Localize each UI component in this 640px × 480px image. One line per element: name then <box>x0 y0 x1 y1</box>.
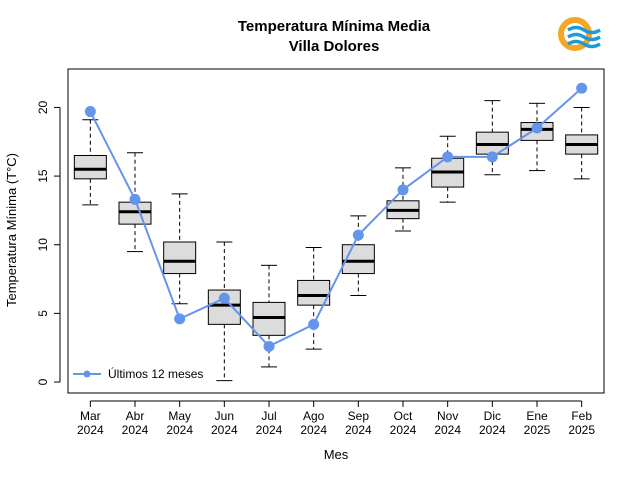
chart-title: Temperatura Mínima Media <box>238 18 431 35</box>
y-tick-label: 10 <box>36 238 50 252</box>
series-point <box>352 229 364 241</box>
x-tick-label-month: Dic <box>484 409 501 423</box>
x-axis-label: Mes <box>324 447 349 462</box>
x-tick-label-year: 2024 <box>77 423 104 437</box>
x-tick-label-year: 2024 <box>479 423 506 437</box>
series-point <box>397 184 409 196</box>
box-iqr <box>341 244 375 275</box>
x-tick-label-month: Feb <box>571 409 592 423</box>
chart-subtitle: Villa Dolores <box>289 38 380 55</box>
plot-frame <box>67 68 605 394</box>
x-tick-label-year: 2024 <box>166 423 193 437</box>
series-point <box>486 151 498 163</box>
x-tick-label-month: Ago <box>303 409 325 423</box>
series-point <box>218 292 230 304</box>
x-tick-label-year: 2024 <box>345 423 372 437</box>
x-tick-label-year: 2025 <box>524 423 551 437</box>
x-tick-label-month: Ene <box>526 409 548 423</box>
x-tick-label-month: Jul <box>261 409 276 423</box>
logo-wave-2 <box>567 32 601 42</box>
x-tick-label-month: Jun <box>215 409 234 423</box>
x-tick-label-month: Mar <box>80 409 101 423</box>
legend: Últimos 12 meses <box>73 366 203 381</box>
y-tick-label: 5 <box>36 310 50 317</box>
series-point <box>263 340 275 352</box>
logo-icon <box>558 17 601 51</box>
series-point <box>174 313 186 325</box>
y-tick-label: 20 <box>36 100 50 114</box>
x-tick-label-year: 2025 <box>568 423 595 437</box>
x-tick-label-month: May <box>168 409 191 423</box>
legend-point-marker <box>83 370 91 378</box>
x-tick-label-year: 2024 <box>300 423 327 437</box>
x-tick-label-year: 2024 <box>211 423 238 437</box>
series-point <box>576 82 588 94</box>
legend-label: Últimos 12 meses <box>108 366 203 381</box>
y-tick-label: 0 <box>36 378 50 385</box>
x-tick-label-year: 2024 <box>256 423 283 437</box>
plot-area: 05101520Mar2024Abr2024May2024Jun2024Jul2… <box>36 68 605 437</box>
x-tick-label-year: 2024 <box>434 423 461 437</box>
series-point <box>531 122 543 134</box>
x-tick-label-month: Abr <box>126 409 145 423</box>
logo-sun-ring <box>558 17 592 51</box>
logo-wave-1 <box>567 25 601 35</box>
x-tick-label-year: 2024 <box>122 423 149 437</box>
y-tick-label: 15 <box>36 169 50 183</box>
x-tick-label-month: Oct <box>394 409 413 423</box>
x-tick-label-month: Nov <box>437 409 458 423</box>
series-point <box>129 193 141 205</box>
series-point <box>308 318 320 330</box>
series-point <box>84 106 96 118</box>
box-iqr <box>163 241 197 275</box>
x-tick-label-year: 2024 <box>390 423 417 437</box>
logo-wave-3 <box>567 39 601 49</box>
series-line <box>89 87 583 348</box>
series-point <box>442 151 454 163</box>
box-iqr <box>73 154 107 180</box>
x-tick-label-month: Sep <box>348 409 370 423</box>
y-axis-label: Temperatura Mínima (T°C) <box>4 153 19 307</box>
